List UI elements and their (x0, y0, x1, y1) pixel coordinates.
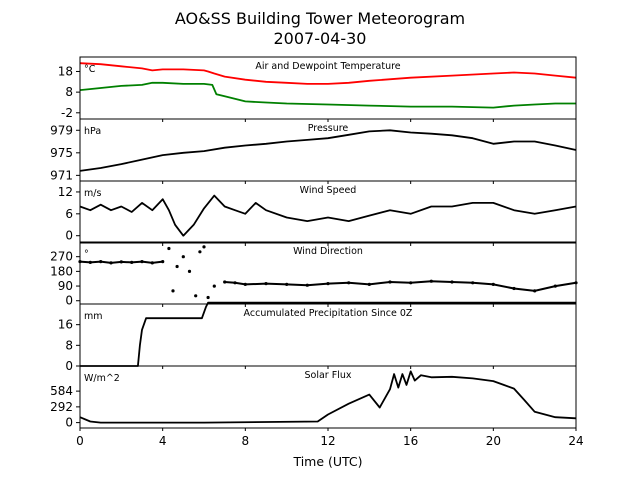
y-tick-label: 16 (58, 318, 73, 332)
panel-unit: mm (84, 311, 103, 322)
data-point (212, 284, 216, 288)
panel-unit: ° (84, 249, 89, 260)
data-point (175, 264, 179, 269)
data-point (194, 294, 198, 298)
series-line-2 (79, 81, 576, 109)
x-tick-label: 0 (76, 434, 84, 448)
panel-unit: °C (84, 64, 96, 75)
y-tick-label: 0 (65, 359, 73, 373)
y-tick-label: 0 (65, 416, 73, 430)
panel-title: Accumulated Precipitation Since 0Z (244, 308, 413, 319)
panel-3: 0 6 12 Wind Speed m/s (58, 180, 577, 246)
x-axis-label: Time (UTC) (292, 454, 362, 469)
panel-title: Pressure (308, 123, 349, 134)
y-tick-label: 975 (50, 146, 73, 160)
y-tick-label: 90 (58, 279, 73, 293)
y-tick-label: -2 (61, 106, 73, 120)
y-tick-label: 0 (65, 294, 73, 308)
y-tick-label: 8 (65, 338, 73, 352)
series-line-left (79, 260, 163, 264)
panel-1: -2 8 18 Air and Dewpoint Temperature °C (58, 56, 577, 122)
x-tick-label: 24 (568, 434, 583, 448)
data-point (167, 246, 171, 251)
data-point (198, 250, 202, 254)
x-tick-label: 20 (486, 434, 501, 448)
y-tick-label: 979 (50, 123, 73, 137)
x-axis: 0 4 8 12 16 20 24 (76, 434, 583, 448)
panel-unit: m/s (84, 188, 101, 199)
panel-unit: W/m^2 (84, 373, 120, 384)
y-tick-label: 0 (65, 229, 73, 243)
y-tick-label: 270 (50, 250, 73, 264)
figure-subtitle: 2007-04-30 (274, 29, 367, 48)
data-point (206, 295, 210, 300)
panel-title: Air and Dewpoint Temperature (255, 61, 400, 72)
figure-title: AO&SS Building Tower Meteorogram (175, 9, 465, 28)
data-point (181, 255, 185, 259)
data-point (171, 289, 175, 293)
data-point (187, 269, 192, 273)
panel-title: Wind Direction (293, 246, 363, 257)
panel-title: Wind Speed (300, 185, 357, 196)
panel-unit: hPa (84, 126, 101, 137)
y-tick-label: 6 (65, 207, 73, 221)
panel-title: Solar Flux (305, 370, 352, 381)
y-tick-label: 180 (50, 264, 73, 278)
x-tick-label: 8 (242, 434, 250, 448)
y-tick-label: 584 (50, 384, 73, 398)
panel-2: 971 975 979 Pressure hPa (50, 118, 577, 184)
series-line-1 (79, 62, 577, 85)
series-line-1 (79, 129, 577, 172)
y-tick-label: 18 (58, 64, 73, 78)
panel-5: 0 8 16 Accumulated Precipitation Since 0Z mm (58, 301, 577, 373)
series-line-1 (79, 194, 577, 237)
y-tick-label: 12 (58, 185, 73, 199)
y-tick-label: 971 (50, 168, 73, 182)
x-tick-label: 4 (159, 434, 167, 448)
x-tick-label: 12 (320, 434, 335, 448)
series-line-1 (79, 370, 577, 424)
y-tick-label: 8 (65, 85, 73, 99)
x-tick-label: 16 (403, 434, 418, 448)
data-point (202, 245, 206, 249)
series-line-right (224, 280, 577, 292)
y-tick-label: 292 (50, 400, 73, 414)
panel-6: 0 292 584 Solar Flux W/m^2 (50, 365, 577, 431)
